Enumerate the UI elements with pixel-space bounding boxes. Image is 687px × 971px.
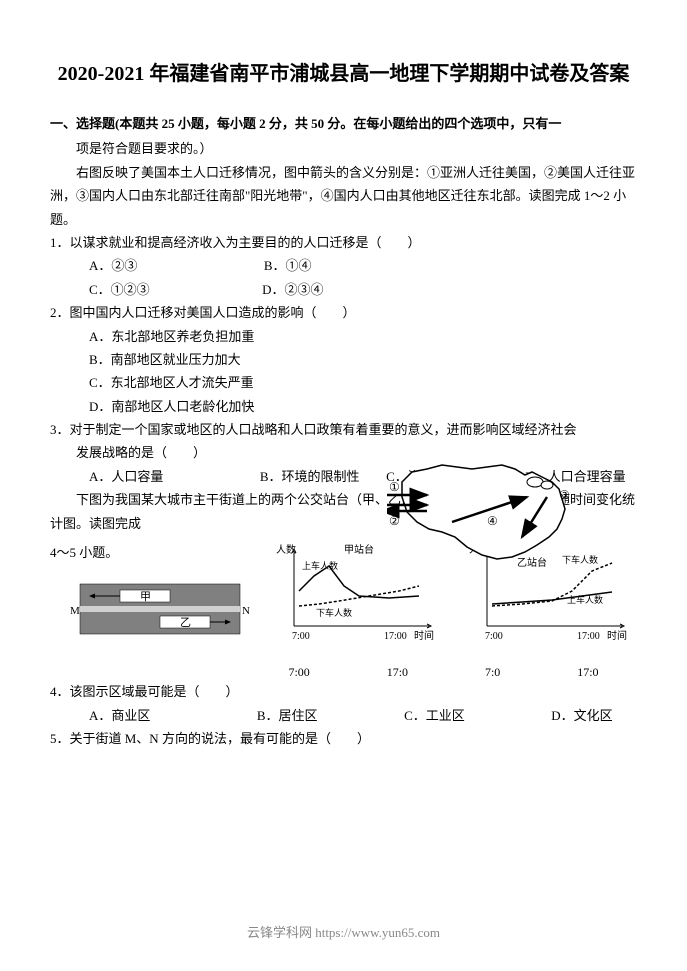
q4: 4．该图示区域最可能是（ ） <box>50 680 637 703</box>
label-yi: 乙 <box>180 616 191 629</box>
q1: 1．以谋求就业和提高经济收入为主要目的的人口迁移是（ ） <box>50 231 637 254</box>
svg-text:17:00: 17:00 <box>384 631 407 642</box>
intro-1: 右图反映了美国本土人口迁移情况，图中箭头的含义分别是：①亚洲人迁往美国，②美国人… <box>50 161 637 231</box>
q4-opt-c: C．工业区 <box>404 708 465 723</box>
chart-jia-xlabel: 时间 <box>414 629 434 642</box>
svg-text:7:00: 7:00 <box>485 631 503 642</box>
page-title: 2020-2021 年福建省南平市浦城县高一地理下学期期中试卷及答案 <box>50 60 637 88</box>
q1-opt-b: B．①④ <box>264 258 312 273</box>
us-map-figure: ① ② ③ ④ <box>387 447 587 577</box>
street-diagram: 甲 乙 M N <box>70 564 250 654</box>
chart-yi-xlabel: 时间 <box>607 629 627 642</box>
time-4: 17:0 <box>577 665 598 680</box>
section-header: 一、选择题(本题共 25 小题，每小题 2 分，共 50 分。在每小题给出的四个… <box>50 112 637 135</box>
svg-text:17:00: 17:00 <box>577 631 600 642</box>
chart-yi-line2: 上车人数 <box>567 594 603 605</box>
label-jia: 甲 <box>140 591 151 603</box>
q1-opt-c: C．①②③ <box>89 282 150 297</box>
q4-opt-a: A．商业区 <box>89 708 150 723</box>
q1-options-row2: C．①②③ D．②③④ <box>50 278 410 301</box>
map-label-4: ④ <box>487 514 498 528</box>
section-header-cont: 项是符合题目要求的。） <box>50 137 637 160</box>
q1-opt-a: A．②③ <box>89 258 137 273</box>
chart-jia-title: 甲站台 <box>344 543 374 556</box>
q2-opt-a: A．东北部地区养老负担加重 <box>50 325 410 348</box>
time-3: 7:0 <box>485 665 500 680</box>
svg-text:7:00: 7:00 <box>292 631 310 642</box>
map-label-2: ② <box>389 514 400 528</box>
q4-opt-d: D．文化区 <box>551 708 612 723</box>
q1-opt-d: D．②③④ <box>262 282 323 297</box>
chart-jia-line1: 上车人数 <box>302 560 338 571</box>
chart-jia-ylabel: 人数 <box>276 543 296 556</box>
q3-opt-b: B．环境的限制性 <box>260 469 360 484</box>
intro-2-line2: 4～5 小题。 <box>50 541 250 564</box>
q2-opt-d: D．南部地区人口老龄化加快 <box>50 395 410 418</box>
chart-jia-line2: 下车人数 <box>316 607 352 618</box>
map-label-1: ① <box>389 480 400 494</box>
q3-opt-a: A．人口容量 <box>89 469 163 484</box>
time-labels-row: 7:00 17:0 7:0 17:0 <box>50 665 637 680</box>
q2: 2．图中国内人口迁移对美国人口造成的影响（ ） <box>50 301 410 324</box>
q1-options-row1: A．②③ B．①④ <box>50 254 410 277</box>
map-label-3: ③ <box>559 488 570 502</box>
q4-options: A．商业区 B．居住区 C．工业区 D．文化区 <box>50 704 637 727</box>
time-2: 17:0 <box>387 665 408 680</box>
q5: 5．关于街道 M、N 方向的说法，最有可能的是（ ） <box>50 727 637 750</box>
time-1: 7:00 <box>288 665 309 680</box>
q4-opt-b: B．居住区 <box>257 708 318 723</box>
label-n: N <box>242 605 250 617</box>
q2-opt-c: C．东北部地区人才流失严重 <box>50 371 410 394</box>
label-m: M <box>70 605 80 617</box>
q2-opt-b: B．南部地区就业压力加大 <box>50 348 410 371</box>
q3: 3．对于制定一个国家或地区的人口战略和人口政策有着重要的意义，进而影响区域经济社… <box>50 418 637 441</box>
footer: 云锋学科网 https://www.yun65.com <box>0 922 687 941</box>
